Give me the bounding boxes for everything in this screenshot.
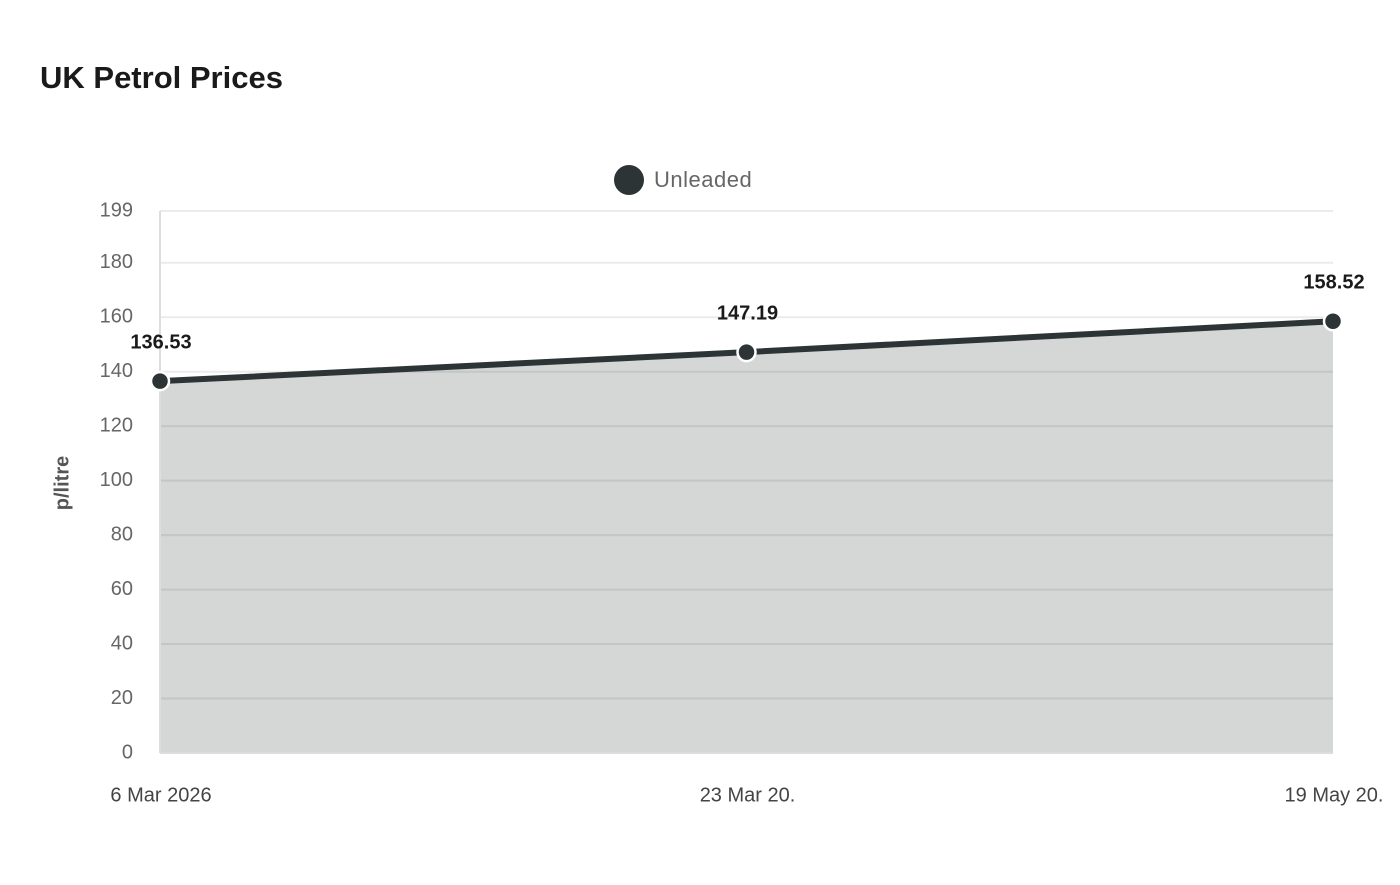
y-tick-label: 140 [100,360,133,382]
area-fill [160,321,1333,753]
legend-label: Unleaded [654,167,752,192]
legend-marker [614,165,644,195]
y-tick-label: 100 [100,469,133,491]
y-tick-label: 120 [100,414,133,436]
y-tick-label: 40 [111,632,133,654]
y-tick-label: 0 [122,741,133,763]
value-label: 136.53 [130,331,191,353]
y-tick-label: 180 [100,251,133,273]
value-label: 147.19 [717,302,778,324]
y-tick-label: 20 [111,687,133,709]
value-label: 158.52 [1303,272,1364,294]
x-tick-label: 19 May 20. [1285,784,1384,806]
y-tick-label: 80 [111,523,133,545]
point [736,341,757,363]
y-axis-title: p/litre [51,456,73,510]
y-tick-label: 160 [100,306,133,328]
y-tick-label: 199 [100,199,133,221]
chart-title: UK Petrol Prices [40,60,283,95]
point [149,370,171,392]
point [1322,311,1344,332]
y-tick-label: 60 [111,578,133,600]
x-tick-label: 6 Mar 2026 [110,784,211,806]
x-tick-label: 23 Mar 20. [700,784,796,806]
